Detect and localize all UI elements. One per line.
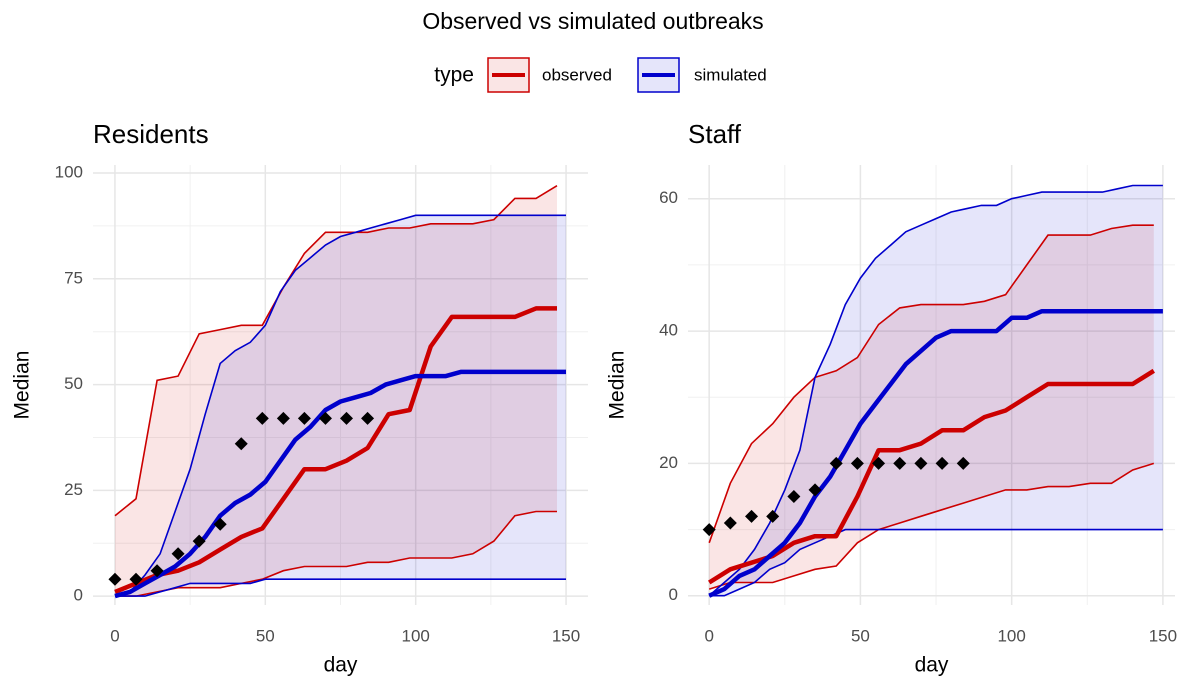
band-edge xyxy=(115,578,566,597)
observed-point xyxy=(893,456,907,470)
observed-point xyxy=(213,517,227,531)
y-tick-label: 0 xyxy=(74,586,83,605)
band-edge xyxy=(709,528,1163,597)
observed-point xyxy=(808,483,822,497)
band-fill xyxy=(709,225,1154,590)
y-tick-label: 25 xyxy=(64,480,83,499)
band-edge xyxy=(114,214,566,597)
observed-point xyxy=(872,456,886,470)
y-axis-label: Median xyxy=(606,351,629,420)
y-tick-label: 0 xyxy=(669,585,678,604)
observed-point xyxy=(297,411,311,425)
observed-point xyxy=(702,523,716,537)
y-tick-label: 40 xyxy=(659,321,678,340)
observed-point xyxy=(935,456,949,470)
y-tick-label: 20 xyxy=(659,453,678,472)
x-tick-label: 150 xyxy=(552,626,580,645)
x-tick-label: 50 xyxy=(256,626,275,645)
y-tick-label: 75 xyxy=(64,268,83,287)
observed-point xyxy=(234,437,248,451)
observed-point xyxy=(108,572,122,586)
x-tick-label: 50 xyxy=(851,626,870,645)
x-tick-label: 100 xyxy=(401,626,429,645)
y-tick-label: 50 xyxy=(64,374,83,393)
observed-point xyxy=(829,456,843,470)
y-tick-label: 100 xyxy=(55,163,83,182)
observed-point xyxy=(276,411,290,425)
band-edge xyxy=(708,184,1163,597)
observed-point xyxy=(192,534,206,548)
observed-point xyxy=(745,509,759,523)
band-edge xyxy=(708,224,1154,544)
panel-title: Staff xyxy=(688,119,742,149)
band-fill xyxy=(115,215,566,597)
median-line xyxy=(114,369,566,599)
y-tick-label: 60 xyxy=(659,188,678,207)
x-tick-label: 0 xyxy=(704,626,713,645)
x-tick-label: 0 xyxy=(110,626,119,645)
panel-title: Residents xyxy=(93,119,209,149)
x-tick-label: 100 xyxy=(997,626,1025,645)
observed-point xyxy=(723,516,737,530)
median-line xyxy=(708,308,1163,598)
band-edge xyxy=(114,185,558,517)
observed-point xyxy=(255,411,269,425)
median-line xyxy=(114,306,557,594)
legend-label: simulated xyxy=(694,65,767,84)
band-fill xyxy=(115,185,557,597)
observed-point xyxy=(956,456,970,470)
observed-point xyxy=(340,411,354,425)
observed-point xyxy=(129,572,143,586)
observed-point xyxy=(318,411,332,425)
legend-title: type xyxy=(434,64,474,87)
x-axis-label: day xyxy=(324,654,358,677)
median-line xyxy=(708,368,1155,585)
observed-point xyxy=(914,456,928,470)
y-axis-label: Median xyxy=(11,351,34,420)
legend-label: observed xyxy=(542,65,612,84)
observed-point xyxy=(150,564,164,578)
band-edge xyxy=(115,510,557,597)
observed-point xyxy=(787,489,801,503)
x-axis-label: day xyxy=(915,654,949,677)
observed-point xyxy=(766,509,780,523)
observed-point xyxy=(850,456,864,470)
band-fill xyxy=(709,185,1163,596)
band-edge xyxy=(708,462,1155,590)
observed-point xyxy=(361,411,375,425)
x-tick-label: 150 xyxy=(1149,626,1177,645)
observed-point xyxy=(171,547,185,561)
figure-title: Observed vs simulated outbreaks xyxy=(422,8,763,34)
